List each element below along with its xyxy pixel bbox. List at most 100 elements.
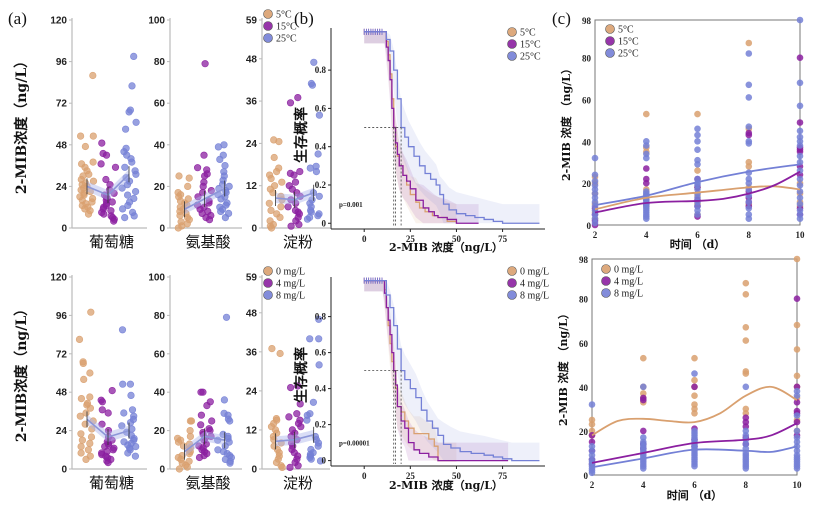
- c-top-legend-label-1: 15°C: [618, 37, 639, 48]
- b-top-legend-marker-1: [507, 39, 517, 49]
- data-point: [128, 406, 137, 414]
- a-bottom-y-axis-title: 2-MIB浓度（ng/L）: [13, 302, 30, 442]
- data-point: [591, 171, 599, 179]
- panel-a-bottom: 2-MIB浓度（ng/L）024487296120葡萄糖020406080100…: [13, 266, 330, 492]
- category-label: 淀粉: [283, 474, 313, 492]
- y-tick-label: 12: [246, 181, 258, 192]
- x-tick-label: 50: [452, 234, 462, 244]
- b-top-legend-label-2: 25°C: [520, 52, 541, 63]
- a-bottom-legend-marker-1: [263, 278, 273, 288]
- y-tick-label: 72: [56, 349, 68, 360]
- x-tick-label: 25: [406, 471, 416, 481]
- data-point: [694, 110, 701, 118]
- x-tick-label: 4: [644, 230, 649, 240]
- a-top-legend-marker-1: [263, 21, 273, 31]
- data-point: [796, 200, 804, 208]
- data-point: [104, 459, 112, 467]
- data-point: [98, 398, 106, 406]
- data-point: [287, 222, 295, 230]
- data-point: [640, 396, 647, 404]
- data-point: [87, 433, 96, 441]
- data-point: [793, 346, 801, 353]
- y-tick-label: 96: [56, 311, 68, 322]
- data-point: [130, 212, 138, 220]
- data-point: [293, 410, 301, 418]
- b-top-legend-marker-0: [507, 27, 517, 37]
- data-point: [306, 164, 314, 172]
- data-point: [175, 465, 183, 473]
- data-point: [640, 427, 647, 435]
- trend-line: [591, 385, 798, 437]
- data-point: [745, 39, 753, 47]
- data-point: [108, 387, 116, 395]
- data-point: [86, 439, 94, 448]
- data-point: [76, 132, 85, 140]
- data-point: [285, 413, 293, 421]
- data-point: [125, 108, 133, 116]
- data-point: [175, 172, 183, 180]
- data-point: [643, 142, 650, 149]
- data-point: [796, 16, 804, 24]
- data-point: [315, 335, 323, 343]
- x-tick-label: 0: [362, 471, 367, 481]
- data-point: [89, 177, 98, 185]
- data-point: [121, 214, 129, 222]
- data-point: [217, 207, 225, 215]
- data-point: [221, 162, 229, 170]
- y-tick-label: 0: [61, 224, 67, 235]
- y-tick-label: 72: [56, 99, 68, 110]
- data-point: [796, 142, 804, 149]
- b-top-legend-marker-2: [507, 51, 517, 61]
- data-point: [745, 163, 753, 170]
- c-top-legend-marker-2: [605, 48, 615, 58]
- c-top-panel-label: (c): [552, 9, 571, 28]
- data-point: [205, 216, 214, 224]
- data-point: [174, 224, 182, 232]
- a-top-legend-label-1: 15°C: [276, 22, 297, 33]
- a-bottom-legend-label-2: 8 mg/L: [276, 291, 305, 302]
- data-point: [691, 370, 698, 377]
- data-point: [308, 81, 317, 89]
- data-point: [588, 421, 596, 428]
- y-tick-label: 0.8: [315, 65, 327, 75]
- y-tick-label: 12: [246, 425, 258, 436]
- y-tick-label: 60: [154, 349, 166, 360]
- data-point: [793, 465, 801, 472]
- data-point: [84, 446, 92, 454]
- data-point: [86, 393, 94, 401]
- data-point: [273, 168, 281, 176]
- confidence-band: [364, 280, 509, 461]
- data-point: [179, 442, 188, 450]
- panel-b-bottom: 生存概率 2-MIB 浓度（ng/L） 0 0.2 0.4 0.6 0.8 0 25 50 75 p=…: [293, 266, 549, 492]
- data-point: [197, 411, 205, 419]
- b-bottom-x-axis-title: 2-MIB 浓度（ng/L）: [389, 478, 503, 492]
- data-point: [742, 279, 750, 287]
- data-point: [226, 459, 234, 467]
- data-point: [796, 194, 804, 202]
- c-bottom-x-axis-title: 时间 （d）: [667, 488, 723, 502]
- data-point: [643, 215, 650, 222]
- a-top-legend-marker-2: [263, 33, 273, 43]
- a-bottom-subplot-0: 0 24 48 72 96 120 葡萄糖: [50, 273, 147, 492]
- data-point: [267, 224, 276, 232]
- confidence-band: [364, 280, 540, 461]
- y-tick-label: 0: [61, 465, 67, 476]
- data-point: [183, 463, 191, 471]
- y-tick-label: 60: [154, 99, 166, 110]
- data-point: [591, 154, 599, 162]
- data-point: [796, 152, 804, 160]
- a-top-y-axis-title: 2-MIB浓度（ng/L）: [13, 54, 30, 194]
- data-point: [102, 151, 111, 159]
- x-tick-label: 2: [593, 230, 598, 240]
- data-point: [691, 383, 698, 391]
- y-tick-label: 60: [579, 339, 589, 349]
- data-point: [184, 182, 192, 190]
- c-bottom-legend-label-2: 8 mg/L: [614, 289, 643, 300]
- y-tick-label: 20: [579, 427, 589, 437]
- data-point: [201, 60, 209, 68]
- survival-curve: [364, 31, 540, 224]
- data-point: [77, 449, 85, 457]
- a-top-legend-label-0: 5°C: [276, 10, 292, 21]
- data-point: [315, 315, 323, 323]
- data-point: [77, 443, 85, 451]
